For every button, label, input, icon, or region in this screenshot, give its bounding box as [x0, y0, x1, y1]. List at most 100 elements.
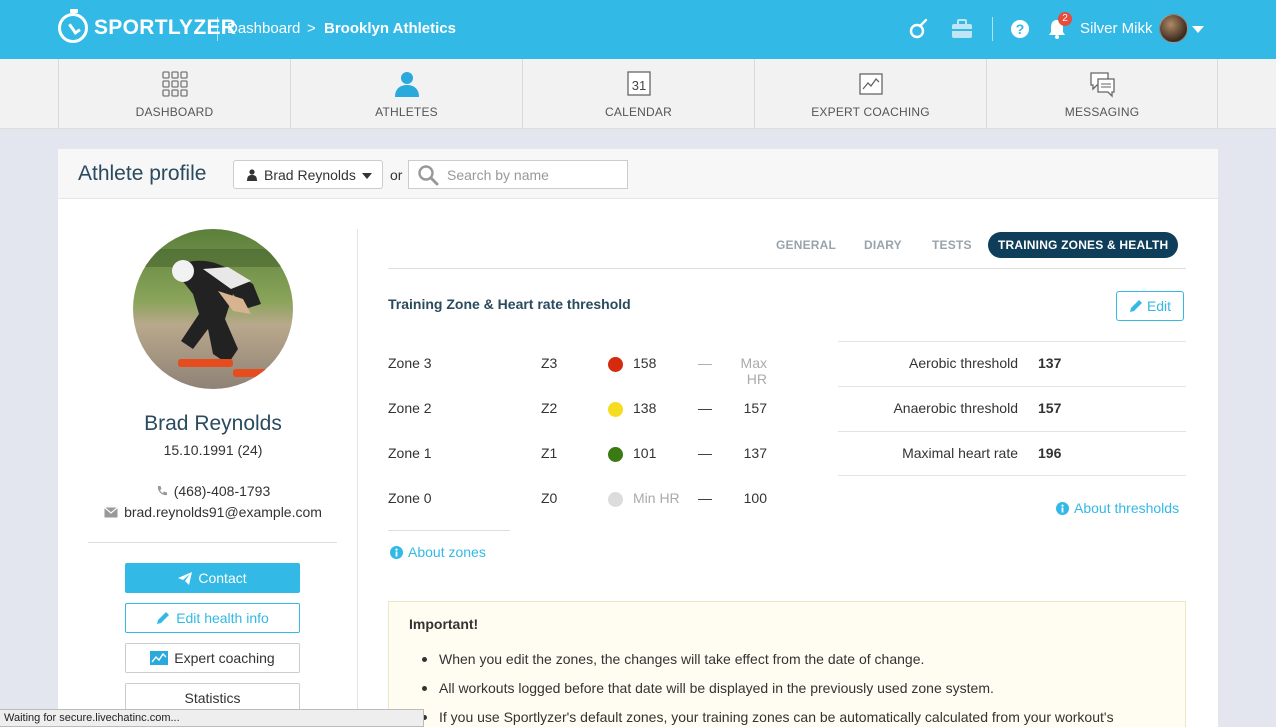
- tab-diary[interactable]: DIARY: [864, 238, 902, 252]
- list-item: When you edit the zones, the changes wil…: [422, 651, 1114, 680]
- threshold-row: Anaerobic threshold 157: [838, 400, 1186, 420]
- contact-button[interactable]: Contact: [125, 563, 300, 593]
- divider: [992, 17, 993, 41]
- nav-expert-coaching[interactable]: EXPERT COACHING: [754, 59, 986, 128]
- nav-dashboard[interactable]: DASHBOARD: [58, 59, 290, 128]
- list-item: All workouts logged before that date wil…: [422, 680, 1114, 709]
- person-icon: [394, 72, 419, 97]
- divider: [217, 17, 218, 41]
- zone-color-dot: [608, 447, 623, 462]
- threshold-row: Maximal heart rate 196: [838, 445, 1186, 465]
- divider: [388, 268, 1186, 269]
- pencil-icon: [157, 612, 170, 624]
- nav-calendar[interactable]: 31 CALENDAR: [522, 59, 754, 128]
- help-icon[interactable]: ?: [1009, 18, 1031, 40]
- zone-code: Z3: [541, 355, 558, 371]
- nav-messaging[interactable]: MESSAGING: [986, 59, 1218, 128]
- breadcrumb-dashboard[interactable]: Dashboard: [227, 20, 301, 37]
- grid-icon: [161, 71, 188, 97]
- zone-to: 100: [743, 490, 767, 506]
- athlete-sidebar: Brad Reynolds 15.10.1991 (24) (468)-408-…: [58, 229, 357, 727]
- running-icon[interactable]: [907, 18, 929, 40]
- top-bar: SPORTLYZER Dashboard > Brooklyn Athletic…: [0, 0, 1276, 59]
- tab-tests[interactable]: TESTS: [932, 238, 972, 252]
- zone-from: 158: [633, 355, 657, 371]
- zone-color-dot: [608, 402, 623, 417]
- zone-dash: —: [698, 355, 712, 371]
- zone-dash: —: [698, 445, 712, 461]
- divider: [88, 542, 337, 543]
- athlete-dob: 15.10.1991 (24): [163, 442, 263, 458]
- nav-athletes[interactable]: ATHLETES: [290, 59, 522, 128]
- list-item: If you use Sportlyzer's default zones, y…: [422, 709, 1114, 727]
- zone-row: Zone 0 Z0 Min HR — 100: [388, 490, 788, 510]
- threshold-value: 157: [1038, 400, 1062, 416]
- about-thresholds-link[interactable]: About thresholds: [1056, 500, 1179, 516]
- zone-name: Zone 0: [388, 490, 432, 506]
- nav-label: ATHLETES: [375, 105, 438, 119]
- nav-label: MESSAGING: [1064, 105, 1140, 119]
- notice-title: Important!: [409, 616, 479, 632]
- expert-coaching-label: Expert coaching: [174, 650, 275, 666]
- important-notice: Important! When you edit the zones, the …: [388, 601, 1186, 727]
- athlete-phone[interactable]: (468)-408-1793: [58, 483, 368, 499]
- email-text: brad.reynolds91@example.com: [124, 504, 322, 520]
- breadcrumb-current[interactable]: Brooklyn Athletics: [324, 20, 456, 37]
- chart-icon: [858, 73, 883, 95]
- threshold-value: 137: [1038, 355, 1062, 371]
- search-box[interactable]: [408, 160, 628, 189]
- divider: [838, 386, 1186, 387]
- nav-label: CALENDAR: [605, 105, 672, 119]
- sportlyzer-logo[interactable]: SPORTLYZER: [58, 9, 237, 43]
- logo-text: SPORTLYZER: [94, 16, 237, 39]
- zone-code: Z2: [541, 400, 558, 416]
- zone-code: Z0: [541, 490, 558, 506]
- svg-text:?: ?: [1016, 21, 1025, 37]
- zone-dash: —: [698, 490, 712, 506]
- athlete-email[interactable]: brad.reynolds91@example.com: [58, 504, 368, 520]
- notification-badge: 2: [1058, 12, 1072, 26]
- phone-icon: [157, 486, 167, 496]
- page-title: Athlete profile: [78, 162, 207, 185]
- tab-general[interactable]: GENERAL: [776, 238, 837, 252]
- briefcase-icon[interactable]: [951, 18, 973, 40]
- zone-from: 101: [633, 445, 657, 461]
- phone-text: (468)-408-1793: [173, 483, 271, 499]
- search-icon: [418, 165, 439, 186]
- zone-color-dot: [608, 357, 623, 372]
- notice-list: When you edit the zones, the changes wil…: [422, 651, 1114, 727]
- about-thresholds-label: About thresholds: [1074, 500, 1180, 516]
- edit-health-info-button[interactable]: Edit health info: [125, 603, 300, 633]
- about-zones-link[interactable]: About zones: [390, 544, 486, 560]
- edit-zones-button[interactable]: Edit: [1116, 291, 1184, 321]
- zone-name: Zone 1: [388, 445, 432, 461]
- user-avatar[interactable]: [1159, 14, 1188, 43]
- zone-color-dot: [608, 492, 623, 507]
- threshold-label: Maximal heart rate: [902, 445, 1018, 461]
- threshold-row: Aerobic threshold 137: [838, 355, 1186, 375]
- calendar-icon: 31: [626, 71, 651, 96]
- statistics-label: Statistics: [184, 690, 241, 706]
- calendar-day: 31: [631, 78, 645, 93]
- pencil-icon: [1129, 300, 1142, 312]
- zone-from: Min HR: [633, 490, 680, 506]
- zone-from: 138: [633, 400, 657, 416]
- section-title: Training Zone & Heart rate threshold: [388, 296, 631, 312]
- tab-training-zones-health[interactable]: TRAINING ZONES & HEALTH: [988, 232, 1179, 258]
- stopwatch-icon: [58, 9, 88, 43]
- envelope-icon: [104, 507, 118, 518]
- athlete-profile-card: Athlete profile Brad Reynolds or: [58, 149, 1218, 727]
- card-header: Athlete profile Brad Reynolds or: [58, 149, 1218, 199]
- chevron-down-icon[interactable]: [1192, 26, 1204, 33]
- search-input[interactable]: [447, 165, 622, 185]
- divider: [838, 431, 1186, 432]
- athlete-photo: [133, 229, 293, 389]
- zone-code: Z1: [541, 445, 558, 461]
- athlete-photo-image: [133, 229, 293, 389]
- zone-row: Zone 1 Z1 101 — 137: [388, 445, 788, 465]
- breadcrumb-separator: >: [307, 20, 316, 37]
- expert-coaching-button[interactable]: Expert coaching: [125, 643, 300, 673]
- user-name[interactable]: Silver Mikk: [1080, 20, 1153, 37]
- athlete-select[interactable]: Brad Reynolds: [233, 160, 383, 189]
- divider: [838, 475, 1186, 476]
